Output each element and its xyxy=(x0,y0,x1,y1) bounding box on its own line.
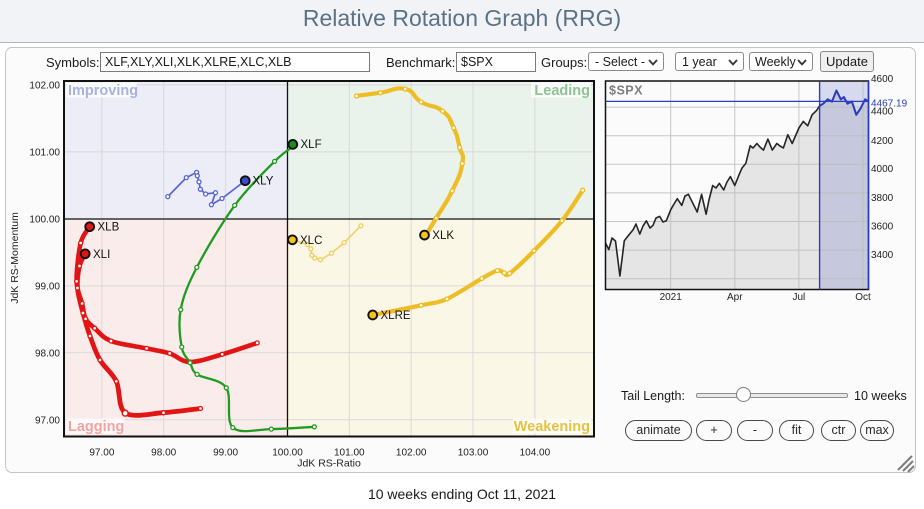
svg-text:4467.19: 4467.19 xyxy=(871,98,908,109)
svg-text:Lagging: Lagging xyxy=(68,419,124,435)
svg-text:XLC: XLC xyxy=(300,235,322,247)
svg-text:XLY: XLY xyxy=(253,176,274,188)
svg-text:100.00: 100.00 xyxy=(272,448,303,459)
svg-text:3400: 3400 xyxy=(871,250,894,261)
svg-text:2021: 2021 xyxy=(660,292,683,303)
svg-text:101.00: 101.00 xyxy=(334,448,365,459)
svg-text:3600: 3600 xyxy=(871,222,894,233)
svg-text:JdK RS-Ratio: JdK RS-Ratio xyxy=(297,458,361,470)
svg-text:102.00: 102.00 xyxy=(29,80,60,91)
svg-text:97.00: 97.00 xyxy=(89,448,114,459)
svg-text:XLK: XLK xyxy=(432,230,454,242)
svg-text:Improving: Improving xyxy=(68,83,138,99)
svg-text:98.00: 98.00 xyxy=(151,448,176,459)
svg-text:XLRE: XLRE xyxy=(381,310,411,322)
svg-text:Oct: Oct xyxy=(855,292,871,303)
svg-text:103.00: 103.00 xyxy=(458,448,489,459)
svg-text:4400: 4400 xyxy=(871,107,894,118)
svg-text:3800: 3800 xyxy=(871,193,894,204)
svg-text:Weakening: Weakening xyxy=(514,419,590,435)
svg-text:101.00: 101.00 xyxy=(29,148,60,159)
svg-text:Apr: Apr xyxy=(727,292,743,303)
svg-text:JdK RS-Momentum: JdK RS-Momentum xyxy=(9,212,21,304)
svg-text:XLI: XLI xyxy=(93,249,110,261)
svg-text:100.00: 100.00 xyxy=(29,215,60,226)
svg-text:99.00: 99.00 xyxy=(213,448,238,459)
svg-text:Leading: Leading xyxy=(534,83,590,99)
svg-text:97.00: 97.00 xyxy=(35,416,60,427)
svg-text:102.00: 102.00 xyxy=(396,448,427,459)
svg-text:4000: 4000 xyxy=(871,164,894,175)
svg-text:104.00: 104.00 xyxy=(520,448,551,459)
svg-text:99.00: 99.00 xyxy=(35,282,60,293)
svg-text:98.00: 98.00 xyxy=(35,349,60,360)
svg-text:4200: 4200 xyxy=(871,136,894,147)
svg-text:XLB: XLB xyxy=(98,222,120,234)
svg-text:$SPX: $SPX xyxy=(609,84,643,98)
svg-text:XLF: XLF xyxy=(301,139,322,151)
svg-text:Jul: Jul xyxy=(793,292,806,303)
svg-text:4600: 4600 xyxy=(871,74,894,85)
